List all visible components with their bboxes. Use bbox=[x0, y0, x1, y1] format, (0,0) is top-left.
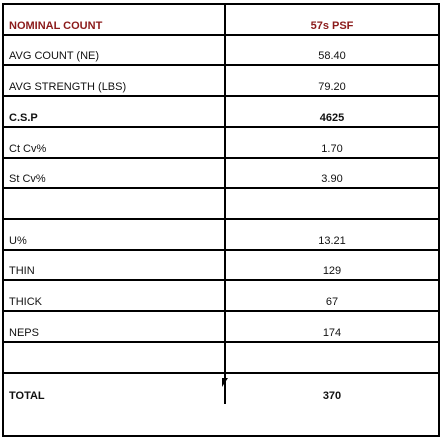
row-value-neps: 174 bbox=[226, 312, 438, 343]
row-value-u-percent: 13.21 bbox=[226, 220, 438, 251]
row-label-ct-cv: Ct Cv% bbox=[4, 127, 226, 159]
row-value-avg-strength: 79.20 bbox=[226, 66, 438, 98]
header-value-cell: 57s PSF bbox=[226, 5, 438, 36]
row-label-blank-2 bbox=[4, 342, 226, 374]
header-label-cell: NOMINAL COUNT bbox=[4, 5, 226, 36]
row-value-csp: 4625 bbox=[226, 97, 438, 128]
row-value-avg-count: 58.40 bbox=[226, 36, 438, 67]
row-value-blank-1 bbox=[226, 189, 438, 220]
row-value-total: 370 bbox=[322, 390, 342, 403]
row-label-total: TOTAL bbox=[4, 373, 226, 405]
row-label-thick: THICK bbox=[4, 281, 226, 313]
row-value-thin: 129 bbox=[226, 251, 438, 282]
row-value-ct-cv: 1.70 bbox=[226, 128, 438, 159]
row-label-st-cv: St Cv% bbox=[4, 158, 226, 190]
row-label-u-percent: U% bbox=[4, 219, 226, 251]
row-label-neps: NEPS bbox=[4, 312, 226, 343]
row-label-csp: C.S.P bbox=[4, 97, 226, 128]
row-label-avg-strength: AVG STRENGTH (LBS) bbox=[4, 66, 226, 98]
row-value-thick: 67 bbox=[226, 281, 438, 313]
row-label-avg-count: AVG COUNT (NE) bbox=[4, 35, 226, 67]
row-value-blank-2 bbox=[226, 343, 438, 374]
yarn-quality-table: NOMINAL COUNT 57s PSF AVG COUNT (NE) 58.… bbox=[2, 3, 440, 437]
row-label-blank-1 bbox=[4, 189, 226, 220]
row-value-st-cv: 3.90 bbox=[226, 159, 438, 190]
row-label-thin: THIN bbox=[4, 250, 226, 282]
